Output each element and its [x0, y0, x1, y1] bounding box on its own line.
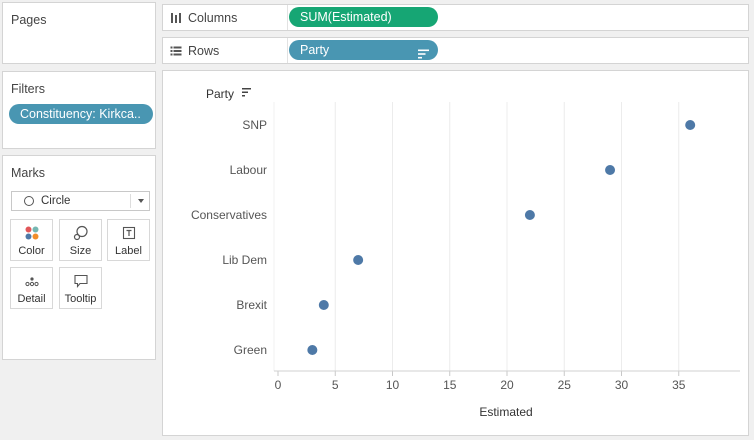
data-points [307, 120, 696, 355]
color-button[interactable]: Color [10, 219, 53, 261]
x-tick-label: 20 [500, 378, 514, 392]
label-label: Label [115, 245, 142, 257]
filter-pill-constituency[interactable]: Constituency: Kirkca.. [9, 104, 153, 124]
x-axis-title: Estimated [479, 405, 532, 419]
label-button[interactable]: Label [107, 219, 150, 261]
data-point [524, 210, 535, 220]
x-tick-label: 0 [275, 378, 282, 392]
visualization-pane: 0 5 10 15 20 25 30 35 SNP Labour Conservatives Lib… [162, 70, 749, 436]
size-icon [60, 225, 101, 241]
row-label: Conservatives [191, 208, 267, 222]
detail-icon [11, 273, 52, 289]
sort-descending-icon[interactable] [418, 45, 429, 60]
row-label: Brexit [236, 298, 267, 312]
columns-shelf[interactable]: Columns SUM(Estimated) [162, 4, 749, 31]
color-label: Color [18, 245, 45, 257]
row-label: Green [234, 343, 267, 357]
detail-button[interactable]: Detail [10, 267, 53, 309]
x-tick-label: 25 [558, 378, 572, 392]
rows-icon [170, 45, 182, 60]
rows-shelf[interactable]: Rows Party [162, 37, 749, 64]
columns-label: Columns [188, 11, 238, 25]
size-button[interactable]: Size [59, 219, 102, 261]
pages-title: Pages [11, 13, 47, 27]
row-label: Labour [230, 163, 267, 177]
x-tick-label: 10 [386, 378, 400, 392]
color-icon [11, 225, 52, 241]
size-label: Size [69, 245, 92, 257]
sort-icon[interactable] [242, 88, 251, 97]
circle-icon [24, 196, 34, 206]
detail-label: Detail [17, 293, 46, 305]
x-tick-label: 35 [672, 378, 686, 392]
tooltip-icon [60, 273, 101, 289]
tooltip-button[interactable]: Tooltip [59, 267, 102, 309]
data-point [318, 300, 329, 310]
filters-card: Filters Constituency: Kirkca.. [2, 71, 156, 149]
row-label: Lib Dem [222, 253, 267, 267]
shelf-divider [287, 5, 288, 30]
tooltip-label: Tooltip [64, 293, 97, 305]
columns-icon [170, 12, 182, 27]
shelf-divider [287, 38, 288, 63]
mark-type-label: Circle [41, 195, 71, 207]
chevron-down-icon [138, 199, 144, 203]
scatter-chart: 0 5 10 15 20 25 30 35 SNP Labour Conservatives Lib… [191, 87, 740, 419]
data-point [353, 255, 364, 265]
marks-title: Marks [11, 166, 46, 180]
dropdown-separator [130, 194, 131, 208]
filters-title: Filters [11, 82, 46, 96]
row-label: SNP [242, 118, 267, 132]
gridlines [273, 102, 680, 371]
text-label-icon [108, 225, 149, 241]
data-point [685, 120, 696, 130]
x-tick-label: 30 [615, 378, 629, 392]
rows-pill-label: Party [300, 43, 330, 57]
row-labels: SNP Labour Conservatives Lib Dem Brexit Green [191, 118, 268, 357]
pages-card: Pages [2, 2, 156, 64]
data-point [307, 345, 318, 355]
columns-pill-sum-estimated[interactable]: SUM(Estimated) [289, 7, 438, 27]
mark-type-dropdown[interactable]: Circle [11, 191, 150, 211]
rows-pill-party[interactable]: Party [289, 40, 438, 60]
x-tick-label: 5 [332, 378, 339, 392]
marks-card: Marks Circle Color Size [2, 155, 156, 360]
x-axis: 0 5 10 15 20 25 30 35 [274, 370, 740, 392]
data-point [605, 165, 616, 175]
rows-label: Rows [188, 44, 220, 58]
row-header-party[interactable]: Party [206, 87, 234, 101]
x-tick-label: 15 [443, 378, 457, 392]
